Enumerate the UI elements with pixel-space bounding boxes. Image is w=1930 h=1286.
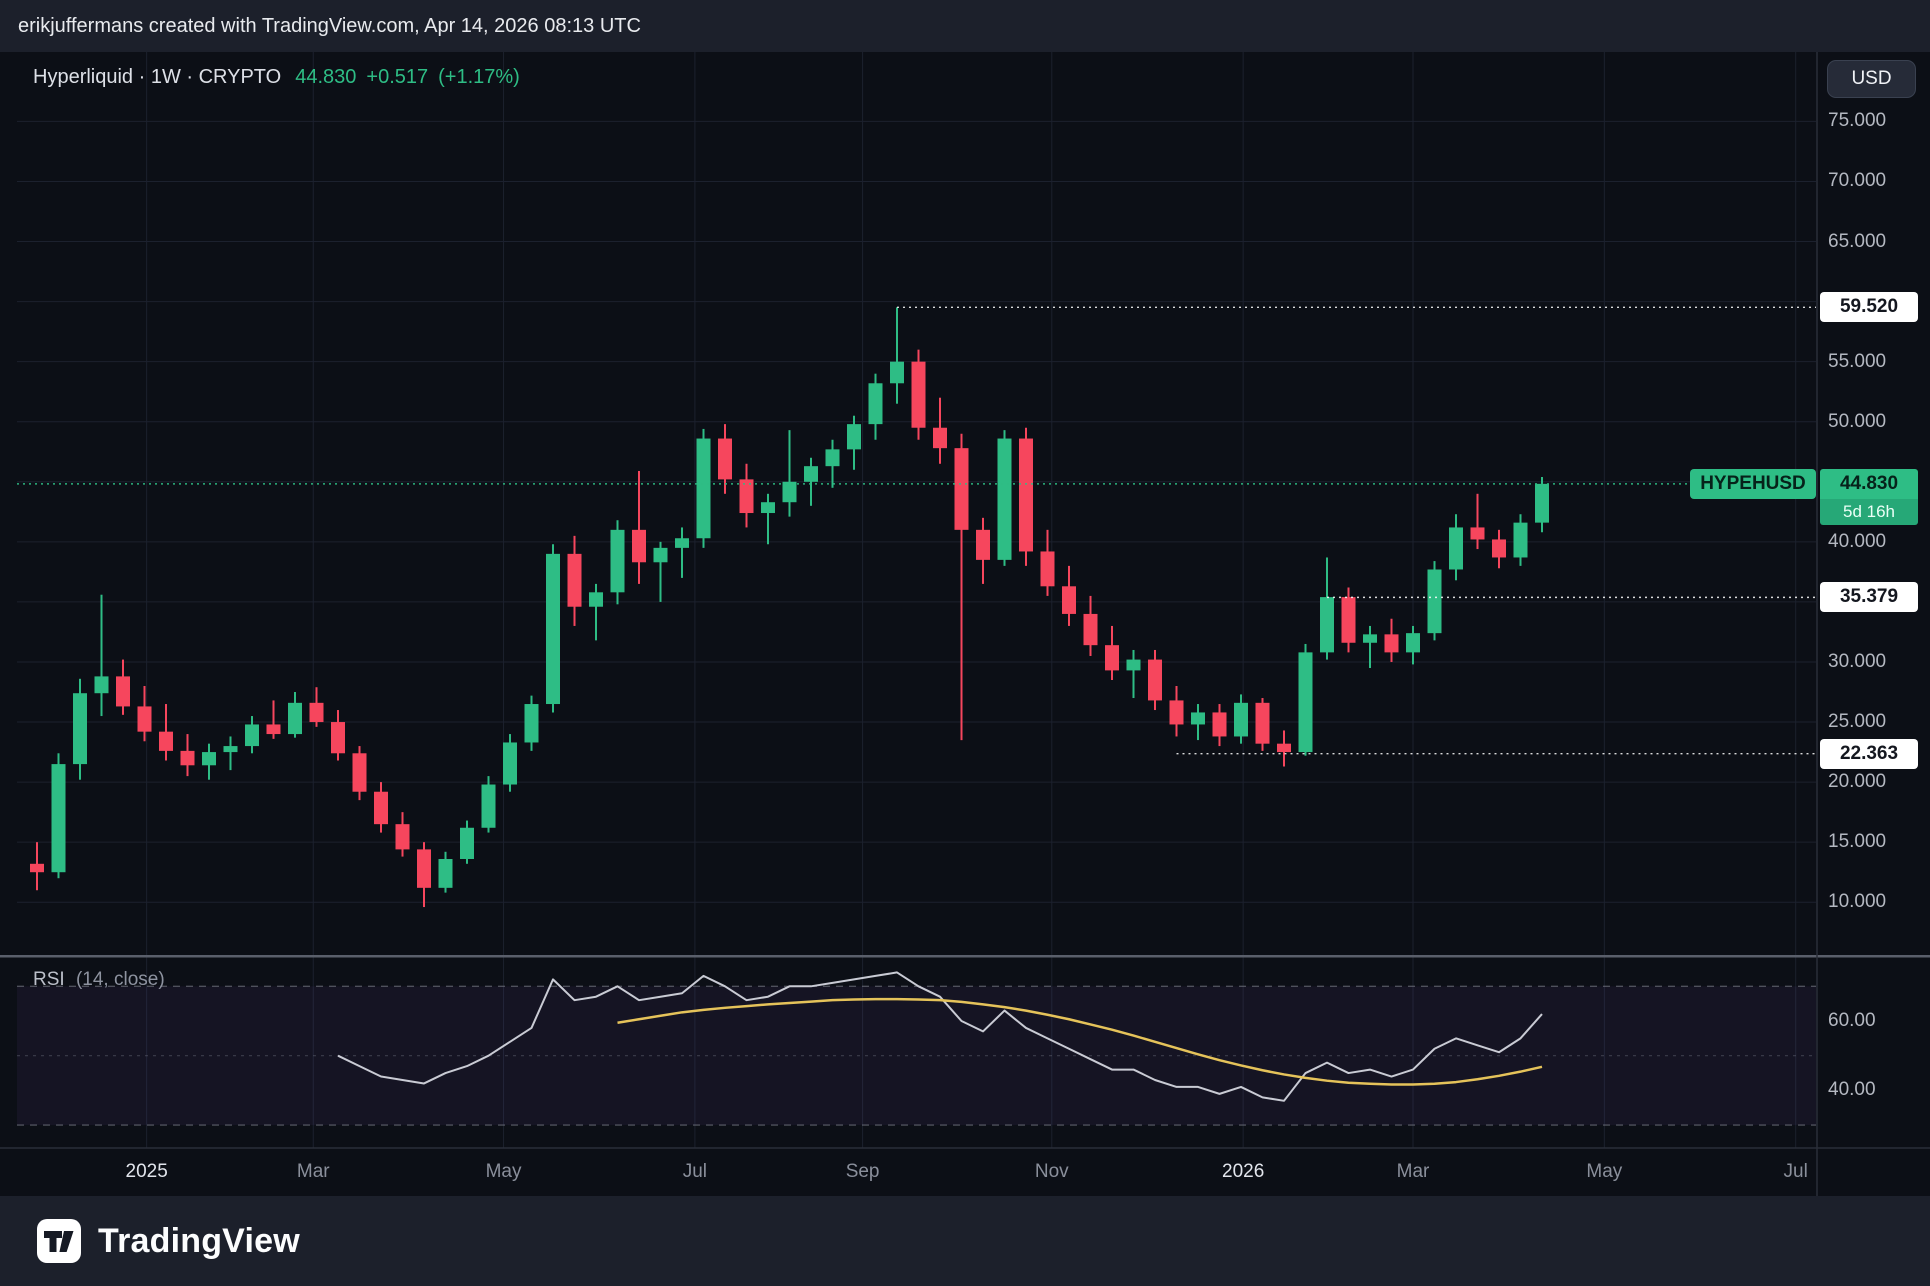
candle-body xyxy=(653,547,668,563)
candle-body xyxy=(374,791,388,825)
candle-body xyxy=(1148,659,1162,701)
candle-body xyxy=(159,731,173,751)
rsi-ma-line xyxy=(617,997,1543,1086)
candle-body xyxy=(460,827,474,859)
candle-body xyxy=(1384,634,1399,653)
candle-body xyxy=(1470,527,1485,540)
candle-body xyxy=(1040,551,1055,587)
candle-body xyxy=(1513,522,1528,558)
candle-body xyxy=(567,553,582,607)
candle-body xyxy=(30,863,44,873)
candle-body xyxy=(1320,597,1334,653)
symbol-header: Hyperliquid · 1W · CRYPTO 44.830 +0.517 … xyxy=(33,66,520,89)
candle-body xyxy=(503,742,517,785)
candle-body xyxy=(1277,743,1291,753)
currency-button[interactable]: USD xyxy=(1827,60,1916,98)
candle-body xyxy=(589,592,603,607)
candle-body xyxy=(739,479,754,514)
candle-body xyxy=(266,724,281,735)
time-axis[interactable] xyxy=(0,1148,1816,1196)
attribution-text: erikjuffermans created with TradingView.… xyxy=(18,14,641,37)
candle-body xyxy=(1105,645,1119,671)
candle-body xyxy=(417,849,431,888)
symbol-title[interactable]: Hyperliquid · 1W · CRYPTO xyxy=(33,66,282,88)
candle-body xyxy=(782,481,797,503)
last-price: 44.830 xyxy=(295,66,357,88)
footer-bar: TradingView xyxy=(0,1196,1930,1286)
candle-body xyxy=(1427,569,1442,634)
pane-separator[interactable] xyxy=(0,955,1930,958)
candle-body xyxy=(1212,712,1227,737)
candle-body xyxy=(73,693,87,765)
rsi-pane[interactable] xyxy=(17,958,1816,1148)
candle-body xyxy=(1535,483,1549,523)
symbol-price-flag: HYPEHUSD xyxy=(1690,469,1816,499)
price-axis[interactable] xyxy=(1817,52,1930,1196)
candle-body xyxy=(1191,712,1205,725)
quote-values: 44.830 +0.517 (+1.17%) xyxy=(295,66,520,89)
candle-body xyxy=(1492,539,1506,558)
candle-body xyxy=(1083,613,1098,646)
candle-body xyxy=(116,676,130,707)
candle-body xyxy=(1062,586,1076,614)
rsi-indicator-label[interactable]: RSI (14, close) xyxy=(33,969,165,991)
candle-body xyxy=(911,361,926,428)
candle-body xyxy=(825,449,840,467)
candle-body xyxy=(954,448,969,530)
candle-body xyxy=(438,858,453,888)
candle-body xyxy=(1449,527,1463,570)
attribution-bar: erikjuffermans created with TradingView.… xyxy=(0,0,1930,52)
candle-body xyxy=(976,529,990,560)
candle-body xyxy=(1406,633,1420,653)
price-change: +0.517 xyxy=(366,66,429,88)
candle-body xyxy=(546,553,560,705)
candle-body xyxy=(1169,700,1184,725)
candle-body xyxy=(675,538,689,548)
candle-body xyxy=(718,438,732,480)
candle-body xyxy=(395,824,410,850)
candle-body xyxy=(245,724,259,747)
candle-body xyxy=(761,502,775,514)
candle-body xyxy=(997,438,1012,560)
candle-body xyxy=(632,529,646,563)
candle-body xyxy=(1341,597,1356,643)
candle-body xyxy=(524,704,539,743)
candle-body xyxy=(1234,702,1248,737)
candle-body xyxy=(331,722,345,754)
candle-body xyxy=(288,702,302,735)
candle-body xyxy=(94,676,109,694)
candle-body xyxy=(137,706,152,732)
rsi-band-fill xyxy=(17,986,1816,1126)
candle-body xyxy=(1019,438,1033,552)
candle-body xyxy=(1126,659,1141,671)
price-change-percent: (+1.17%) xyxy=(438,66,520,88)
candle-body xyxy=(847,424,861,450)
candle-body xyxy=(223,746,238,753)
candle-body xyxy=(610,529,625,593)
candle-body xyxy=(180,750,195,766)
tradingview-wordmark[interactable]: TradingView xyxy=(98,1221,300,1260)
candle-body xyxy=(868,383,883,425)
candle-body xyxy=(202,752,216,766)
rsi-params: (14, close) xyxy=(75,969,165,990)
candle-body xyxy=(481,784,496,828)
candle-body xyxy=(51,764,66,873)
candle-body xyxy=(890,361,904,384)
candle-body xyxy=(933,427,947,449)
tradingview-logo-icon[interactable] xyxy=(36,1218,82,1264)
candle-body xyxy=(309,702,324,723)
candle-body xyxy=(1255,702,1270,744)
candle-body xyxy=(352,753,367,792)
candle-body xyxy=(1298,652,1313,753)
candle-body xyxy=(804,466,818,482)
candle-body xyxy=(696,438,711,539)
rsi-line xyxy=(337,971,1543,1102)
main-price-pane[interactable] xyxy=(17,52,1816,956)
rsi-name: RSI xyxy=(33,969,65,990)
candle-body xyxy=(1363,634,1377,643)
